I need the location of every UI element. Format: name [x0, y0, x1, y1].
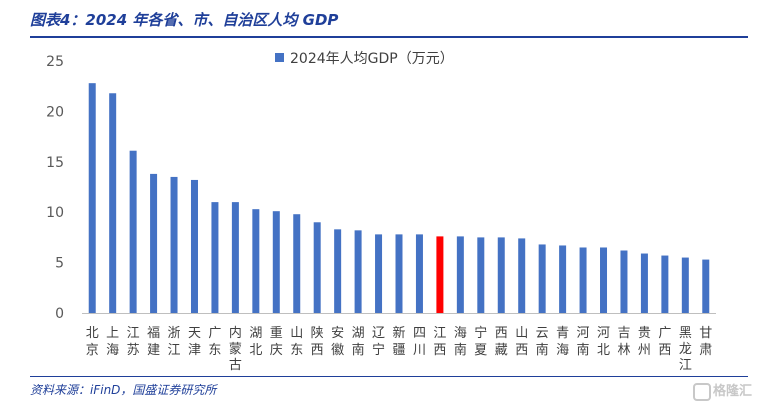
bar	[170, 176, 178, 313]
x-category-label: 云南	[536, 326, 549, 358]
x-category-label: 西藏	[495, 326, 508, 358]
legend-swatch	[275, 53, 284, 62]
x-category-label: 湖南	[352, 326, 365, 358]
chart-title: 图表4：2024 年各省、市、自治区人均 GDP	[30, 11, 339, 29]
x-category-label: 江苏	[127, 326, 140, 358]
bar	[129, 150, 137, 313]
y-tick-label: 10	[46, 205, 64, 221]
bar	[252, 209, 260, 313]
y-tick-label: 25	[46, 54, 64, 70]
x-category-label: 广西	[658, 326, 671, 358]
source-note: 资料来源：iFinD，国盛证券研究所	[30, 383, 217, 397]
bar	[579, 247, 587, 313]
legend-label: 2024年人均GDP（万元）	[290, 51, 454, 67]
bar	[354, 230, 362, 313]
x-category-label: 天津	[188, 326, 201, 358]
x-category-label: 新疆	[392, 325, 405, 358]
x-category-label: 河北	[597, 326, 610, 358]
x-category-label: 安徽	[331, 326, 344, 358]
bar	[211, 202, 219, 313]
bar	[559, 245, 567, 313]
bar	[313, 222, 321, 313]
bar	[661, 255, 669, 313]
bar	[334, 229, 342, 313]
bar	[88, 83, 96, 314]
x-category-label: 贵州	[638, 326, 651, 358]
x-category-label: 甘肃	[699, 326, 712, 358]
x-category-label: 湖北	[249, 326, 262, 358]
x-category-label: 内蒙古	[229, 325, 242, 373]
x-category-label: 吉林	[617, 326, 630, 358]
bar	[681, 257, 689, 313]
bar	[293, 214, 301, 313]
x-category-label: 宁夏	[474, 325, 487, 358]
y-tick-label: 0	[55, 306, 64, 322]
bar	[375, 234, 383, 313]
x-category-label: 河南	[577, 326, 590, 358]
bar	[150, 173, 158, 313]
x-category-label: 广东	[208, 326, 221, 358]
watermark-logo-icon	[692, 382, 711, 401]
x-category-label: 山西	[515, 326, 528, 358]
bar	[395, 234, 403, 313]
bar	[436, 236, 444, 313]
x-category-label: 浙江	[168, 326, 181, 358]
bar	[231, 202, 239, 313]
bar	[620, 250, 628, 313]
bar	[702, 259, 710, 313]
x-category-label: 山东	[290, 326, 303, 358]
bar	[538, 244, 546, 313]
bar	[518, 238, 526, 313]
y-tick-label: 15	[46, 155, 64, 171]
bar	[190, 179, 198, 313]
bar	[456, 236, 464, 313]
watermark-text: 格隆汇	[712, 384, 752, 399]
x-category-label: 重庆	[270, 325, 283, 358]
title-rule	[30, 36, 748, 38]
watermark: 格隆汇	[692, 380, 752, 401]
x-category-label: 黑龙江	[679, 326, 692, 373]
footer-rule	[30, 376, 748, 377]
x-category-label: 青海	[556, 326, 569, 358]
bar	[640, 253, 648, 313]
x-category-label: 辽宁	[372, 326, 385, 358]
x-category-label: 陕西	[311, 326, 324, 358]
y-tick-label: 5	[55, 256, 64, 272]
x-category-label: 海南	[454, 326, 467, 358]
bar	[477, 237, 485, 313]
x-category-label: 福建	[147, 326, 160, 358]
x-category-label: 江西	[433, 326, 446, 358]
bar	[497, 237, 505, 313]
bar	[415, 234, 423, 313]
x-category-label: 四川	[413, 326, 426, 358]
x-category-label: 上海	[106, 326, 119, 358]
y-tick-label: 20	[46, 104, 64, 120]
bar	[600, 247, 608, 313]
x-category-label: 北京	[86, 326, 99, 358]
bar	[109, 93, 117, 313]
bar	[272, 211, 280, 313]
